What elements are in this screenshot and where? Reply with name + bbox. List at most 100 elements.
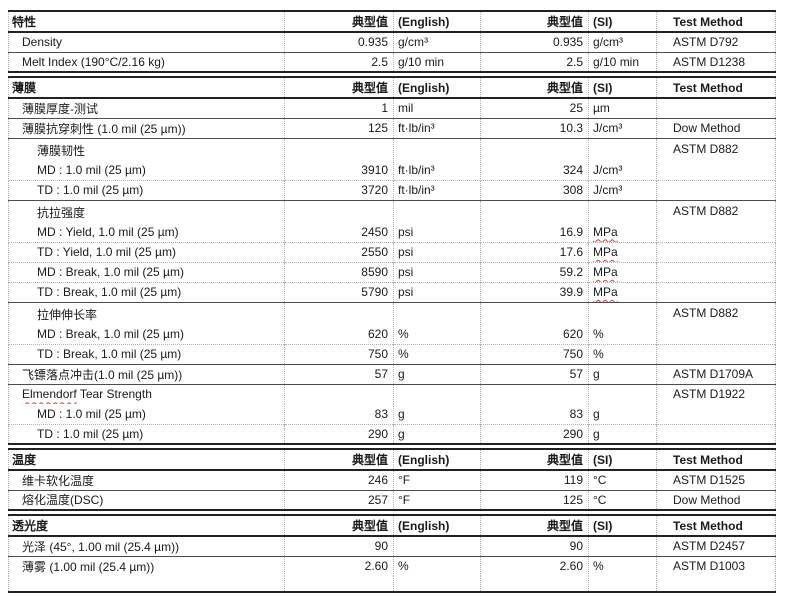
english-value-cell: 5790	[284, 281, 394, 302]
si-unit-cell: g	[588, 363, 657, 384]
english-unit-cell	[393, 383, 481, 404]
property-cell	[8, 576, 285, 592]
property-cell: MD : 1.0 mil (25 µm)	[8, 404, 285, 424]
si-unit: %	[593, 559, 604, 574]
section-title: 透光度	[8, 515, 285, 537]
table-row: TD : Break, 1.0 mil (25 µm) 750% 750%	[8, 343, 776, 364]
property-table-section: 透光度 典型值 (English) 典型值 (SI) Test Method 光泽 (45°…	[8, 514, 776, 593]
test-method-cell	[656, 404, 776, 424]
english-value-cell: 620	[284, 301, 394, 344]
english-value-cell: 125	[284, 117, 394, 138]
test-method-header: Test Method	[656, 11, 776, 33]
si-unit-cell: J/cm³	[588, 137, 657, 180]
test-method-cell	[656, 97, 776, 118]
section-title: 温度	[8, 449, 285, 471]
english-unit-cell: %	[393, 343, 481, 364]
si-value-cell: 2.5	[480, 51, 589, 72]
english-value-cell: 0.935	[284, 31, 394, 52]
table-row: 抗拉强度 MD : Yield, 1.0 mil (25 µm) 2450 psi 16…	[8, 199, 776, 242]
si-unit-cell: MPa	[588, 281, 657, 302]
test-method-header: Test Method	[656, 449, 776, 471]
si-value-cell: 324	[480, 137, 589, 180]
si-value-cell: 0.935	[480, 31, 589, 52]
test-method-cell: ASTM D1238	[656, 51, 776, 72]
english-value-cell: 2450	[284, 199, 394, 242]
english-unit: psi	[398, 285, 414, 299]
si-value-cell: 750	[480, 343, 589, 364]
si-unit-cell: °C	[588, 489, 657, 510]
english-unit-cell: g/10 min	[393, 51, 481, 72]
test-method-header: Test Method	[656, 515, 776, 537]
misspelled-word: Elmendorf	[22, 387, 77, 402]
table-row: Melt Index (190°C/2.16 kg) 2.5 g/10 min 2.5…	[8, 51, 776, 72]
english-value-cell: 57	[284, 363, 394, 384]
table-row: TD : Yield, 1.0 mil (25 µm) 2550 psi 17.6 MP…	[8, 241, 776, 262]
si-value-cell: 620	[480, 301, 589, 344]
english-unit-cell: psi	[393, 261, 481, 282]
english-unit-cell: g/cm³	[393, 31, 481, 52]
section-header-row: 特性 典型值 (English) 典型值 (SI) Test Method	[8, 11, 776, 33]
english-unit: g	[398, 367, 405, 381]
property-cell: Density	[8, 31, 285, 52]
si-unit: J/cm³	[593, 183, 623, 197]
si-unit-cell: g	[588, 404, 657, 424]
test-method-cell	[656, 261, 776, 282]
english-unit: %	[398, 559, 409, 574]
si-value-cell: 16.9	[480, 199, 589, 242]
table-row: 飞镖落点冲击(1.0 mil (25 µm)) 57 g 57 g ASTM D1709A	[8, 363, 776, 384]
test-method-cell: ASTM D2457	[656, 535, 776, 556]
si-unit: J/cm³	[593, 121, 623, 135]
property-cell: 光泽 (45°, 1.00 mil (25.4 µm))	[8, 535, 285, 556]
property-cell: 薄膜抗穿刺性 (1.0 mil (25 µm))	[8, 117, 285, 138]
si-unit: MPa	[593, 285, 618, 299]
si-value-cell	[480, 576, 589, 592]
english-unit: psi	[398, 224, 414, 239]
si-unit: g	[593, 367, 600, 381]
test-method-cell	[656, 343, 776, 364]
english-unit-cell: °F	[393, 469, 481, 490]
property-sub-label: MD : 1.0 mil (25 µm)	[37, 162, 146, 177]
test-method-cell	[656, 423, 776, 444]
property-cell: 薄膜厚度-测试	[8, 97, 285, 118]
english-value-cell: 2.5	[284, 51, 394, 72]
table-row: 薄膜抗穿刺性 (1.0 mil (25 µm)) 125 ft·lb/in³ 10.3…	[8, 117, 776, 138]
property-cell: 飞镖落点冲击(1.0 mil (25 µm))	[8, 363, 285, 384]
si-label-header: (SI)	[588, 449, 657, 471]
english-unit-cell: ft·lb/in³	[393, 117, 481, 138]
property-cell: 拉伸伸长率 MD : Break, 1.0 mil (25 µm)	[8, 301, 285, 344]
si-unit: MPa	[593, 245, 618, 259]
english-unit: ft·lb/in³	[398, 162, 435, 177]
english-unit-cell: %	[393, 301, 481, 344]
test-method-cell	[656, 576, 776, 592]
table-row: 薄雾 (1.00 mil (25.4 µm)) 2.60% 2.60% ASTM D1…	[8, 555, 776, 576]
english-value-cell: 8590	[284, 261, 394, 282]
si-value-cell: 119	[480, 469, 589, 490]
typical-value-english-header: 典型值	[284, 11, 394, 33]
english-unit: ft·lb/in³	[398, 121, 435, 135]
si-unit: %	[593, 347, 604, 361]
si-value-cell: 57	[480, 363, 589, 384]
property-cell: 维卡软化温度	[8, 469, 285, 490]
section-title: 特性	[8, 11, 285, 33]
english-unit: g/cm³	[398, 35, 428, 50]
si-value-cell: 10.3	[480, 117, 589, 138]
si-value-cell: 83	[480, 404, 589, 424]
table-row: Elmendorf Tear Strength ASTM D1922	[8, 383, 776, 404]
english-unit: °F	[398, 473, 411, 488]
english-value-cell: 290	[284, 423, 394, 444]
si-unit: °C	[593, 492, 607, 507]
si-value-cell: 125	[480, 489, 589, 510]
property-cell: TD : Yield, 1.0 mil (25 µm)	[8, 241, 285, 262]
si-value-cell: 17.6	[480, 241, 589, 262]
si-unit-cell	[588, 535, 657, 556]
si-unit-cell: MPa	[588, 261, 657, 282]
english-value-cell: 2550	[284, 241, 394, 262]
property-table-section: 特性 典型值 (English) 典型值 (SI) Test Method Density 0…	[8, 10, 776, 73]
si-unit: J/cm³	[593, 162, 623, 177]
si-unit-cell: µm	[588, 97, 657, 118]
si-unit-cell: %	[588, 555, 657, 576]
english-unit-cell: psi	[393, 241, 481, 262]
english-unit-cell	[393, 535, 481, 556]
english-unit-cell: ft·lb/in³	[393, 137, 481, 180]
english-unit: g	[398, 406, 405, 421]
